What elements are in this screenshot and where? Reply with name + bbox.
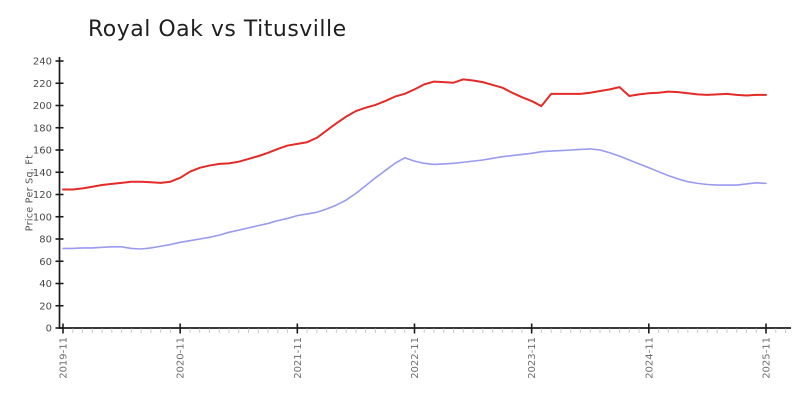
x-tick-label: 2023-11 xyxy=(527,337,538,379)
x-tick-label: 2024-11 xyxy=(644,337,655,379)
y-tick-label: 180 xyxy=(33,123,52,134)
y-tick-label: 80 xyxy=(39,235,52,246)
x-tick-label: 2022-11 xyxy=(410,337,421,379)
x-tick-label: 2021-11 xyxy=(293,337,304,379)
y-tick-label: 220 xyxy=(33,79,52,90)
y-tick-label: 0 xyxy=(46,324,52,335)
chart-title: Royal Oak vs Titusville xyxy=(88,17,347,42)
series-line-titusville xyxy=(62,148,767,250)
y-tick-label: 160 xyxy=(33,146,52,157)
y-tick-label: 200 xyxy=(33,101,52,112)
y-tick-label: 60 xyxy=(39,257,52,268)
x-tick-label: 2025-11 xyxy=(761,337,772,379)
series-line-royal-oak xyxy=(62,78,767,191)
x-tick-label: 2020-11 xyxy=(176,337,187,379)
y-tick-label: 40 xyxy=(39,279,52,290)
y-tick-label: 240 xyxy=(33,57,52,68)
y-tick-label: 120 xyxy=(33,190,52,201)
y-tick-label: 140 xyxy=(33,168,52,179)
x-tick-label: 2019-11 xyxy=(59,337,70,379)
y-tick-label: 20 xyxy=(39,301,52,312)
y-tick-label: 100 xyxy=(33,212,52,223)
